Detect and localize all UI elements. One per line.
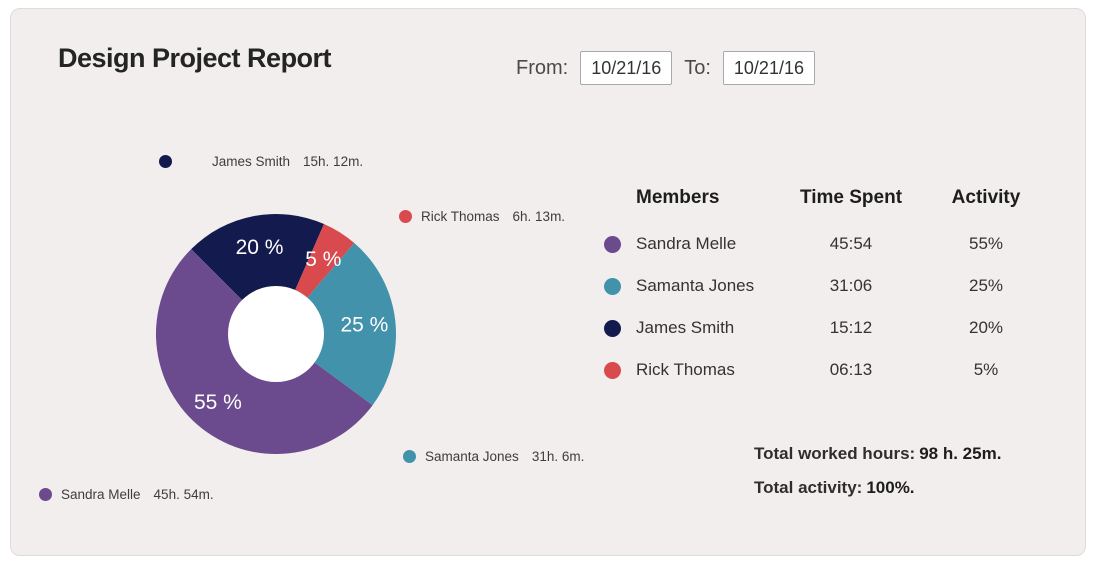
member-color-dot-icon	[604, 361, 621, 379]
member-activity: 20%	[968, 318, 1004, 337]
donut-segment-james-smith[interactable]	[191, 213, 324, 334]
total-hours-line: Total worked hours: 98 h. 25m.	[754, 437, 1001, 471]
member-activity: 25%	[968, 276, 1004, 295]
col-activity: Activity	[951, 187, 1021, 208]
donut-percent-label: 5 %	[305, 248, 341, 271]
totals: Total worked hours: 98 h. 25m. Total acti…	[754, 437, 1001, 505]
from-label: From:	[516, 56, 569, 79]
report-card: Design Project Report From: To: 20 %5 %2…	[10, 8, 1086, 556]
col-time-spent: Time Spent	[799, 187, 903, 208]
from-date-input[interactable]	[580, 51, 673, 85]
to-date-input[interactable]	[722, 51, 815, 85]
donut-percent-label: 25 %	[340, 313, 388, 336]
to-label: To:	[684, 56, 711, 79]
chart-label-name: Samanta Jones	[425, 449, 519, 464]
donut-percent-label: 20 %	[236, 236, 284, 259]
chart-label-time: 6h. 13m.	[512, 209, 566, 224]
donut-percent-label: 55 %	[194, 391, 242, 414]
table-row: James Smith 15:12 20%	[604, 307, 1064, 349]
table-row: Sandra Melle 45:54 55%	[604, 223, 1064, 265]
member-activity: 5%	[973, 360, 999, 379]
member-name: Sandra Melle	[636, 234, 737, 253]
page-title: Design Project Report	[58, 43, 332, 73]
table-row: Rick Thomas 06:13 5%	[604, 349, 1064, 391]
legend-dot-icon	[403, 450, 416, 463]
chart-label-name: Rick Thomas	[421, 209, 500, 224]
total-activity-line: Total activity: 100%.	[754, 471, 1001, 505]
chart-label-time: 15h. 12m.	[303, 154, 364, 169]
table-row: Samanta Jones 31:06 25%	[604, 265, 1064, 307]
member-activity: 55%	[968, 234, 1004, 253]
legend-dot-icon	[159, 155, 172, 168]
total-hours-value: 98 h. 25m.	[919, 444, 1002, 463]
donut-chart: 20 % 5 % 25 % 55 %	[155, 213, 396, 455]
chart-label-time: 45h. 54m.	[153, 487, 214, 502]
chart-label-time: 31h. 6m.	[531, 449, 585, 464]
col-members: Members	[636, 187, 720, 208]
total-activity-value: 100%.	[866, 478, 915, 497]
chart-label-james-smith: James Smith 15h. 12m.	[159, 154, 363, 169]
chart-label-name: Sandra Melle	[61, 487, 141, 502]
chart-label-samanta-jones: Samanta Jones 31h. 6m.	[403, 449, 584, 464]
chart-label-name: James Smith	[212, 154, 291, 169]
member-name: Samanta Jones	[636, 276, 755, 295]
member-time: 15:12	[829, 318, 873, 337]
member-time: 06:13	[829, 360, 873, 379]
donut-segment-samanta-jones[interactable]	[276, 243, 396, 406]
table-header-row: Members Time Spent Activity	[604, 181, 1064, 215]
members-table: Members Time Spent Activity Sandra Melle…	[604, 181, 1064, 391]
legend-dot-icon	[39, 488, 52, 501]
member-time: 31:06	[829, 276, 873, 295]
member-name: James Smith	[636, 318, 735, 337]
member-color-dot-icon	[604, 235, 621, 253]
date-filter: From: To:	[516, 51, 815, 85]
chart-label-sandra-melle: Sandra Melle 45h. 54m.	[39, 487, 214, 502]
donut-hole	[228, 286, 324, 382]
member-name: Rick Thomas	[636, 360, 735, 379]
legend-dot-icon	[399, 210, 412, 223]
member-time: 45:54	[829, 234, 873, 253]
member-color-dot-icon	[604, 319, 621, 337]
total-activity-label: Total activity:	[754, 478, 863, 497]
chart-label-rick-thomas: Rick Thomas 6h. 13m.	[399, 209, 565, 224]
total-hours-label: Total worked hours:	[754, 444, 916, 463]
member-color-dot-icon	[604, 277, 621, 295]
